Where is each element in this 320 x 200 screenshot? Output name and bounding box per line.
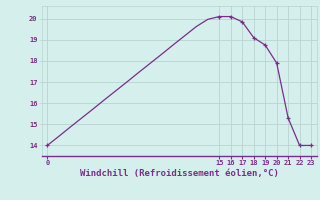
X-axis label: Windchill (Refroidissement éolien,°C): Windchill (Refroidissement éolien,°C)	[80, 169, 279, 178]
